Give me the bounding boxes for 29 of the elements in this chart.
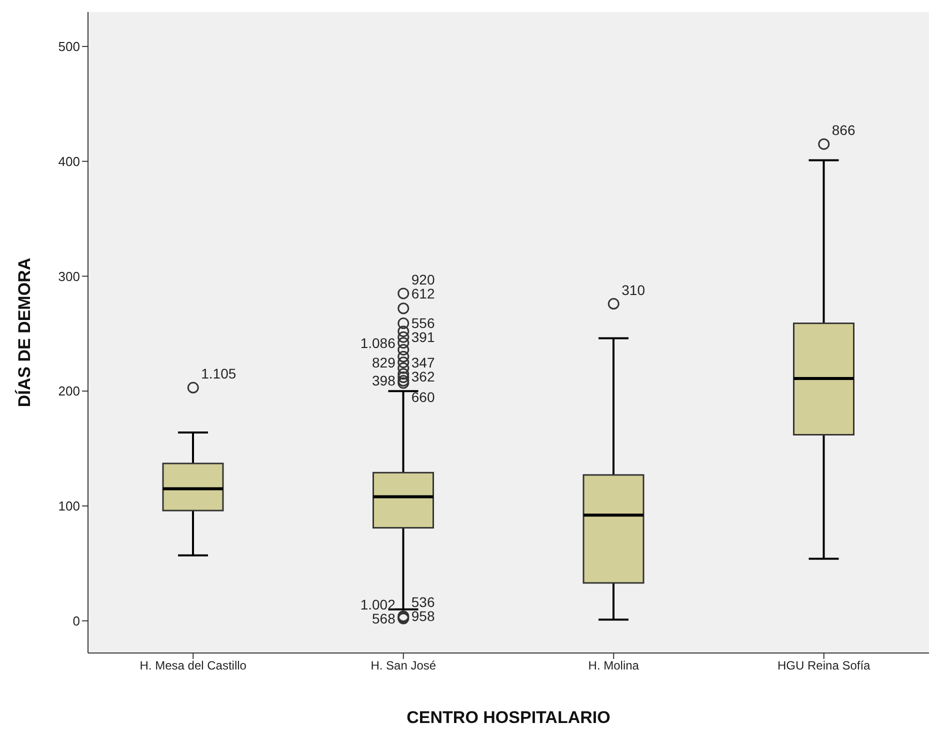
x-tick-label: H. Molina xyxy=(588,658,640,673)
annotation: 536 xyxy=(411,594,435,610)
annotation: 362 xyxy=(411,368,435,384)
annotation: 556 xyxy=(411,315,435,332)
annotation: 1.002 xyxy=(360,596,396,613)
annotation: 866 xyxy=(832,122,856,138)
annotation: 310 xyxy=(622,282,646,298)
annotation: 398 xyxy=(372,372,396,389)
y-tick-label: 0 xyxy=(72,613,80,628)
annotation: 829 xyxy=(372,354,396,370)
x-tick-label: H. Mesa del Castillo xyxy=(140,658,247,673)
y-tick-label: 100 xyxy=(58,498,80,514)
x-axis-title: CENTRO HOSPITALARIO xyxy=(406,708,610,727)
y-tick-label: 200 xyxy=(58,384,80,399)
annotation: 660 xyxy=(411,389,435,406)
annotation: 391 xyxy=(411,329,435,346)
annotation: 1.105 xyxy=(201,366,236,382)
y-tick-label: 300 xyxy=(58,268,80,284)
annotation: 612 xyxy=(411,285,435,302)
annotation: 958 xyxy=(411,608,435,624)
annotation: 920 xyxy=(411,271,435,288)
x-tick-label: H. San José xyxy=(370,658,436,673)
annotation: 568 xyxy=(372,610,396,627)
y-tick-label: 500 xyxy=(58,39,80,54)
x-tick-label: HGU Reina Sofía xyxy=(778,658,871,673)
y-axis-title: DÍAS DE DEMORA xyxy=(14,258,34,408)
annotation: 1.086 xyxy=(360,334,396,351)
annotation: 347 xyxy=(411,354,435,370)
y-tick-label: 400 xyxy=(58,154,80,169)
